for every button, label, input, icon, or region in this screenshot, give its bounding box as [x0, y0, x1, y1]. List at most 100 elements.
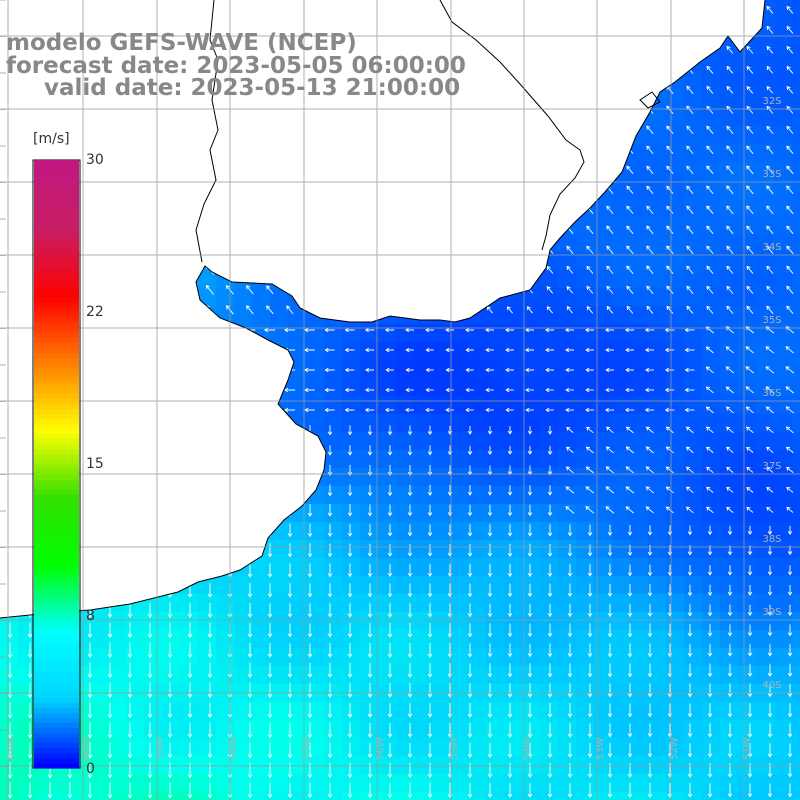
wind-arrow [107, 682, 113, 699]
wind-arrow [327, 484, 333, 497]
field-cell [270, 612, 289, 631]
wind-arrow [426, 225, 434, 235]
wind-arrow [765, 386, 775, 394]
field-cell [684, 774, 703, 793]
field-cell [504, 378, 523, 397]
field-cell [612, 108, 631, 127]
field-cell [162, 414, 181, 433]
field-cell [144, 666, 163, 685]
colorbar-segment [34, 524, 79, 531]
colorbar-segment [34, 215, 79, 222]
field-cell [540, 504, 559, 523]
field-cell [576, 612, 595, 631]
wind-arrow [506, 5, 514, 15]
wind-arrow [487, 683, 493, 698]
wind-arrow [304, 387, 315, 393]
field-cell [612, 288, 631, 307]
wind-arrow [545, 327, 555, 333]
field-cell [90, 126, 109, 145]
wind-arrow [684, 327, 695, 333]
wind-arrow [746, 65, 754, 74]
field-cell [468, 324, 487, 343]
wind-arrow [267, 762, 273, 779]
field-cell [558, 378, 577, 397]
field-cell [450, 270, 469, 289]
wind-arrow [243, 407, 256, 413]
field-cell [0, 774, 19, 793]
field-cell [126, 630, 145, 649]
field-cell [324, 342, 343, 361]
field-cell [432, 576, 451, 595]
field-cell [684, 288, 703, 307]
wind-arrow [203, 407, 216, 413]
wind-arrow [287, 543, 293, 558]
field-cell [522, 90, 541, 109]
wind-arrow [526, 306, 533, 314]
field-cell [234, 738, 253, 757]
field-cell [684, 360, 703, 379]
field-cell [684, 252, 703, 271]
field-cell [306, 468, 325, 487]
wind-arrow [465, 367, 474, 373]
wind-arrow [566, 105, 574, 115]
wind-arrow [266, 245, 274, 255]
field-cell [432, 324, 451, 343]
field-cell [324, 396, 343, 415]
wind-arrow [686, 285, 694, 294]
wind-arrow [466, 225, 474, 235]
wind-arrow [287, 444, 293, 456]
colorbar-segment [34, 509, 79, 516]
field-cell [234, 612, 253, 631]
field-cell [252, 378, 271, 397]
wind-arrow [546, 85, 554, 94]
wind-arrow [123, 347, 136, 353]
field-cell [630, 216, 649, 235]
field-cell [792, 234, 800, 253]
field-cell [378, 216, 397, 235]
field-cell [360, 234, 379, 253]
field-cell [738, 324, 757, 343]
field-cell [738, 234, 757, 253]
colorbar-segment [34, 225, 79, 232]
field-cell [108, 720, 127, 739]
wind-arrow [327, 782, 333, 799]
field-cell [342, 396, 361, 415]
wind-arrow [547, 663, 553, 678]
wind-arrow [485, 327, 495, 333]
field-cell [792, 558, 800, 577]
field-cell [144, 792, 163, 800]
field-cell [288, 702, 307, 721]
wind-arrow [625, 367, 634, 373]
field-cell [612, 486, 631, 505]
field-cell [324, 612, 343, 631]
field-cell [666, 450, 685, 469]
field-cell [378, 630, 397, 649]
wind-arrow [426, 265, 434, 275]
field-cell [432, 18, 451, 37]
field-cell [198, 576, 217, 595]
wind-arrow [304, 407, 315, 413]
wind-arrow [87, 423, 93, 438]
field-cell [468, 270, 487, 289]
field-cell [468, 396, 487, 415]
wind-arrow [5, 84, 15, 95]
field-cell [774, 468, 793, 487]
field-cell [450, 666, 469, 685]
wind-arrow [626, 285, 634, 294]
field-cell [738, 720, 757, 739]
field-cell [18, 0, 37, 19]
wind-arrow [287, 722, 293, 739]
wind-arrow [507, 643, 513, 658]
wind-arrow [527, 524, 533, 537]
field-cell [18, 792, 37, 800]
field-cell [378, 612, 397, 631]
wind-arrow [347, 425, 353, 436]
wind-arrow [466, 25, 474, 35]
field-cell [378, 36, 397, 55]
wind-arrow [145, 224, 155, 235]
field-cell [720, 594, 739, 613]
wind-arrow [147, 662, 153, 679]
field-cell [216, 468, 235, 487]
wind-arrow [265, 145, 274, 155]
field-cell [792, 378, 800, 397]
